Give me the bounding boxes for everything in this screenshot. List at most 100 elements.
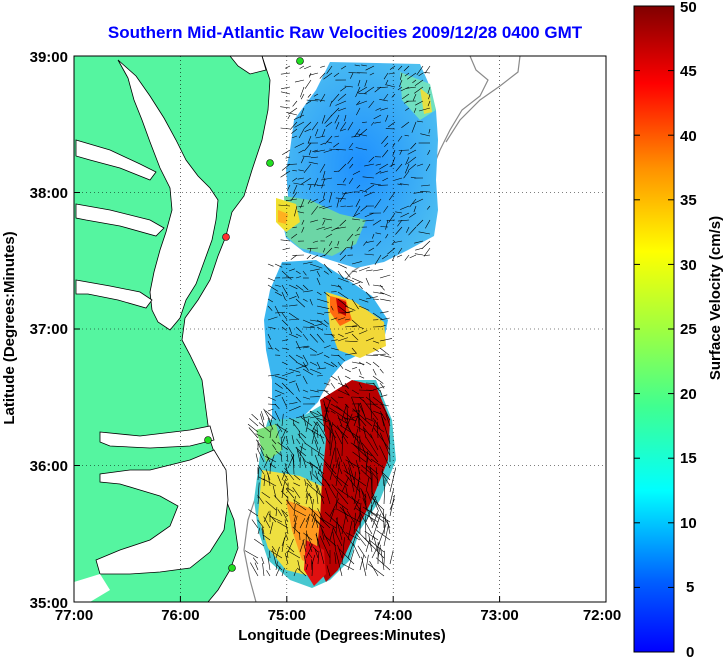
- velocity-vector: [267, 277, 276, 282]
- velocity-vector: [293, 515, 298, 529]
- velocity-vector: [361, 490, 367, 505]
- velocity-vector: [342, 191, 354, 195]
- velocity-vector: [278, 204, 291, 207]
- velocity-vector: [372, 340, 380, 344]
- velocity-vector: [282, 247, 291, 250]
- velocity-vector: [375, 232, 382, 235]
- velocity-vector: [286, 499, 295, 511]
- velocity-vector: [287, 114, 291, 120]
- velocity-vector: [302, 290, 313, 293]
- velocity-vector: [366, 508, 385, 523]
- velocity-vector: [319, 433, 325, 445]
- velocity-vector: [373, 427, 391, 451]
- velocity-vector: [329, 527, 334, 541]
- velocity-vector: [319, 517, 331, 529]
- velocity-vector: [399, 205, 410, 210]
- colorbar-tick-label: 35: [680, 192, 697, 209]
- velocity-vector: [318, 198, 326, 204]
- velocity-vector: [281, 413, 284, 427]
- velocity-vector: [306, 493, 313, 499]
- velocity-vector: [416, 120, 424, 123]
- velocity-vector: [349, 142, 354, 149]
- velocity-vector: [281, 163, 291, 171]
- velocity-vector: [425, 219, 431, 229]
- velocity-vector: [280, 127, 291, 130]
- x-tick-label: 75:00: [268, 607, 306, 624]
- velocity-vector: [337, 382, 349, 388]
- velocity-vector: [267, 374, 280, 377]
- velocity-vector: [280, 239, 291, 242]
- velocity-vector: [344, 270, 351, 278]
- velocity-vector: [351, 319, 360, 328]
- velocity-vector: [411, 121, 417, 133]
- velocity-vector: [351, 347, 357, 354]
- velocity-vector: [428, 93, 431, 100]
- velocity-vector: [302, 368, 314, 376]
- velocity-vector: [371, 509, 379, 529]
- velocity-vector: [293, 495, 296, 505]
- velocity-vector: [355, 459, 361, 475]
- velocity-vector: [354, 64, 361, 67]
- velocity-vector: [389, 494, 395, 517]
- velocity-vector: [307, 198, 312, 204]
- velocity-vector: [269, 515, 283, 523]
- velocity-vector: [309, 72, 319, 76]
- velocity-vector: [269, 417, 273, 427]
- velocity-vector: [357, 416, 367, 427]
- velocity-vector: [412, 198, 424, 205]
- velocity-vector: [427, 86, 431, 94]
- velocity-vector: [309, 347, 318, 353]
- velocity-vector: [362, 176, 375, 179]
- velocity-vector: [339, 425, 361, 439]
- velocity-vector: [394, 240, 403, 243]
- velocity-vector: [356, 107, 361, 116]
- velocity-vector: [281, 428, 287, 439]
- velocity-vector: [344, 352, 356, 356]
- velocity-vector: [274, 291, 282, 296]
- velocity-vector: [290, 254, 298, 260]
- velocity-vector: [337, 270, 344, 280]
- velocity-vector: [339, 219, 347, 227]
- velocity-vector: [379, 163, 389, 170]
- velocity-vector: [415, 247, 424, 251]
- velocity-vector: [365, 361, 372, 366]
- velocity-vector: [267, 340, 272, 349]
- velocity-vector: [334, 247, 340, 249]
- velocity-vector: [323, 361, 335, 367]
- velocity-vector: [275, 546, 280, 559]
- velocity-vector: [280, 106, 291, 109]
- velocity-vector: [336, 425, 349, 445]
- velocity-vector: [257, 494, 265, 505]
- velocity-vector: [363, 240, 368, 246]
- velocity-vector: [281, 436, 286, 445]
- velocity-vector: [368, 100, 375, 108]
- velocity-vector: [322, 205, 333, 209]
- velocity-vector: [266, 570, 271, 577]
- velocity-vector: [305, 100, 312, 105]
- velocity-vector: [326, 65, 333, 74]
- velocity-vector: [296, 446, 301, 463]
- velocity-vector: [299, 445, 307, 451]
- velocity-vector: [309, 389, 319, 393]
- velocity-vector: [335, 405, 355, 421]
- velocity-vector: [293, 482, 301, 487]
- velocity-vector: [295, 270, 301, 274]
- velocity-vector: [351, 281, 361, 286]
- velocity-vector: [329, 148, 340, 151]
- velocity-vector: [329, 407, 349, 421]
- velocity-vector: [341, 435, 343, 457]
- velocity-vector: [418, 72, 424, 77]
- velocity-vector: [337, 277, 349, 283]
- velocity-vector: [329, 432, 334, 457]
- velocity-vector: [334, 114, 340, 124]
- velocity-vector: [302, 389, 309, 393]
- velocity-vector: [340, 527, 355, 547]
- velocity-vector: [267, 403, 277, 405]
- velocity-vector: [302, 326, 315, 328]
- velocity-vector: [298, 205, 305, 208]
- velocity-vector: [336, 198, 340, 208]
- velocity-vector: [405, 86, 417, 89]
- velocity-vector: [275, 566, 281, 577]
- velocity-vector: [399, 183, 410, 186]
- velocity-vector: [281, 284, 289, 296]
